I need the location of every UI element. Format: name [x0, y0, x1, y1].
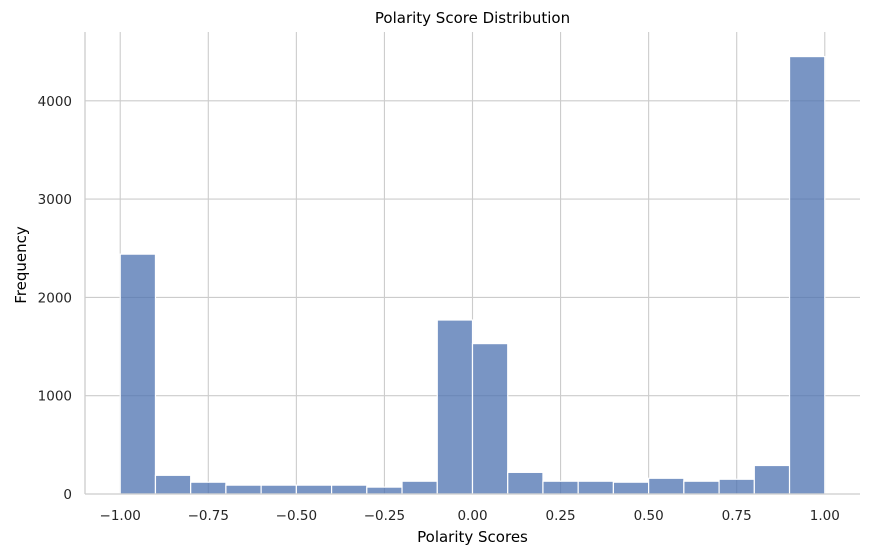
histogram-bar	[190, 481, 227, 495]
x-tick-label: 0.50	[634, 508, 664, 524]
histogram-bar	[225, 484, 262, 495]
x-tick-label: 0.25	[546, 508, 576, 524]
histogram-bar	[542, 480, 579, 495]
x-axis-label: Polarity Scores	[417, 528, 528, 546]
histogram-bar	[788, 55, 826, 495]
histogram-bar	[154, 474, 192, 495]
histogram-bar	[577, 480, 615, 495]
x-tick-label: −1.00	[100, 508, 141, 524]
axes	[84, 32, 860, 495]
histogram-bar	[366, 486, 403, 495]
histogram-bar	[401, 480, 438, 495]
histogram-bar	[295, 484, 333, 495]
x-tick-label: 1.00	[810, 508, 840, 524]
histogram-bar	[648, 477, 685, 495]
histogram-bar	[612, 481, 650, 495]
histogram-bar	[330, 484, 368, 495]
x-tick-label: 0.75	[722, 508, 752, 524]
histogram-bar	[260, 484, 297, 495]
histogram-bar	[471, 343, 509, 495]
y-tick-label: 2000	[38, 290, 72, 306]
histogram-bar	[436, 319, 474, 495]
y-tick-label: 3000	[38, 192, 72, 208]
histogram-bar	[119, 253, 157, 495]
histogram-bar	[718, 478, 755, 495]
chart-title: Polarity Score Distribution	[375, 9, 570, 27]
histogram-bar	[507, 471, 544, 495]
y-tick-label: 4000	[38, 94, 72, 110]
y-axis-label: Frequency	[12, 226, 30, 304]
x-tick-label: −0.75	[188, 508, 229, 524]
histogram-bar	[683, 480, 720, 495]
y-tick-label: 1000	[38, 389, 72, 405]
x-tick-label: −0.50	[276, 508, 317, 524]
tick-labels: −1.00 −0.75 −0.50 −0.25 0.00 0.25 0.50 0.75 1.00…	[38, 94, 840, 524]
y-tick-label: 0	[63, 487, 72, 503]
x-tick-label: 0.00	[457, 508, 487, 524]
x-tick-label: −0.25	[364, 508, 405, 524]
histogram-bar	[753, 464, 791, 495]
